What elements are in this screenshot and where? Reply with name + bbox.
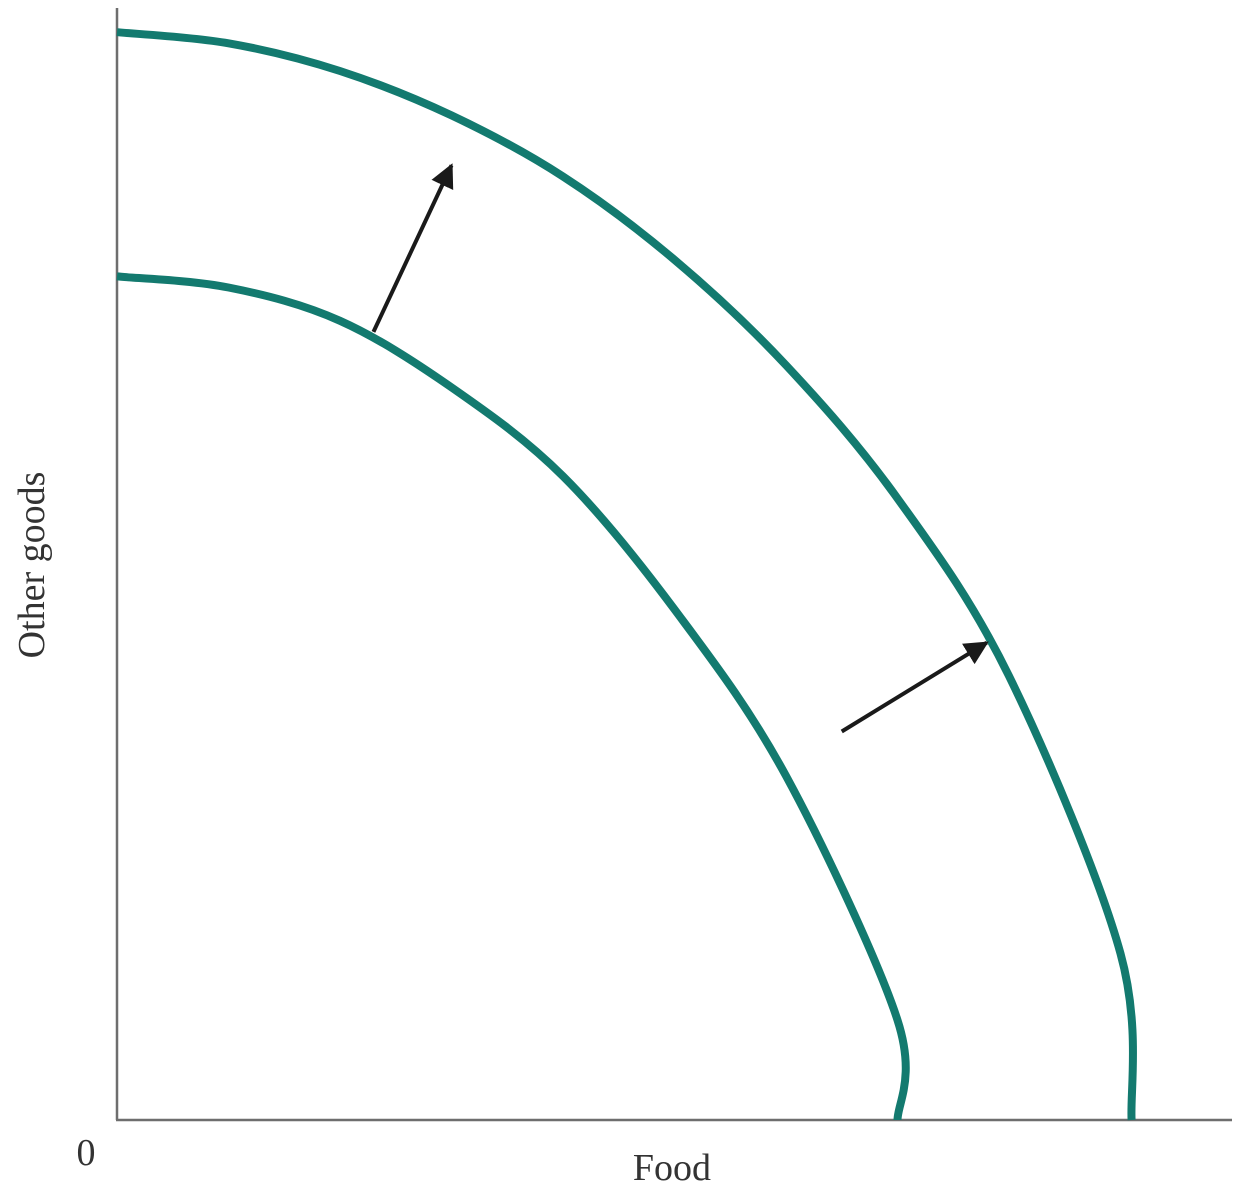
original-curve [116, 272, 910, 1121]
origin-label: 0 [77, 1132, 96, 1174]
shift-arrow-1 [371, 163, 454, 333]
shifted-curve [116, 28, 1138, 1121]
x-axis-label: Food [633, 1147, 711, 1189]
axes [115, 8, 1232, 1122]
y-axis-label: Other goods [11, 472, 53, 659]
shift-arrow-2 [840, 640, 989, 734]
curves-group [116, 28, 1138, 1121]
arrows-group [371, 163, 989, 734]
